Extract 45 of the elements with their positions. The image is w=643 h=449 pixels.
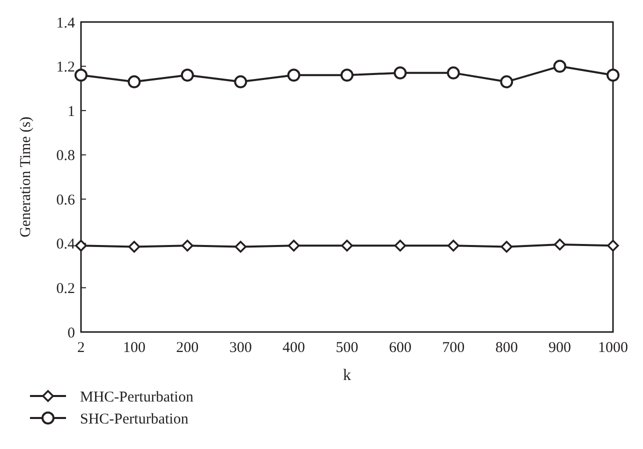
x-tick-label: 500 <box>336 340 358 356</box>
y-axis-title: Generation Time (s) <box>18 116 34 238</box>
point <box>606 68 620 82</box>
point <box>394 66 407 80</box>
y-tick-label: 0.8 <box>56 148 75 164</box>
y-tick-label: 0.2 <box>56 280 75 297</box>
point <box>287 68 300 82</box>
y-tick-label: 0 <box>68 325 75 342</box>
x-tick-label: 300 <box>229 340 252 356</box>
x-axis-title: k <box>343 367 351 384</box>
point <box>180 68 194 82</box>
point <box>500 240 512 253</box>
point <box>394 240 406 252</box>
x-tick-label: 400 <box>282 340 306 356</box>
y-tick-label: 1.2 <box>56 60 75 76</box>
point <box>341 240 353 252</box>
point <box>607 240 619 252</box>
y-tick-label: 0.4 <box>56 236 76 253</box>
point <box>500 75 514 88</box>
point <box>448 240 460 252</box>
point <box>554 238 566 250</box>
point <box>182 240 194 252</box>
y-tick-label: 1 <box>68 104 75 120</box>
point <box>234 240 246 253</box>
x-tick-label: 1000 <box>598 340 628 356</box>
point <box>446 66 460 80</box>
x-tick-label: 2 <box>77 340 85 356</box>
y-tick-label: 0.6 <box>56 192 76 208</box>
x-tick-label: 900 <box>548 340 572 356</box>
point <box>128 75 141 88</box>
x-tick-label: 600 <box>388 340 412 356</box>
x-tick-label: 700 <box>442 340 465 356</box>
point <box>234 75 248 88</box>
point <box>75 240 87 252</box>
point <box>74 68 88 82</box>
point <box>340 68 354 82</box>
point <box>288 240 300 252</box>
x-tick-label: 200 <box>176 340 199 356</box>
x-tick-label: 800 <box>495 340 518 356</box>
legend-label: SHC-Perturbation <box>80 411 189 428</box>
y-tick-label: 1.4 <box>56 15 76 32</box>
legend-label: MHC-Perturbation <box>80 389 194 406</box>
point <box>553 60 566 73</box>
x-tick-label: 100 <box>122 340 146 356</box>
point <box>128 240 140 253</box>
